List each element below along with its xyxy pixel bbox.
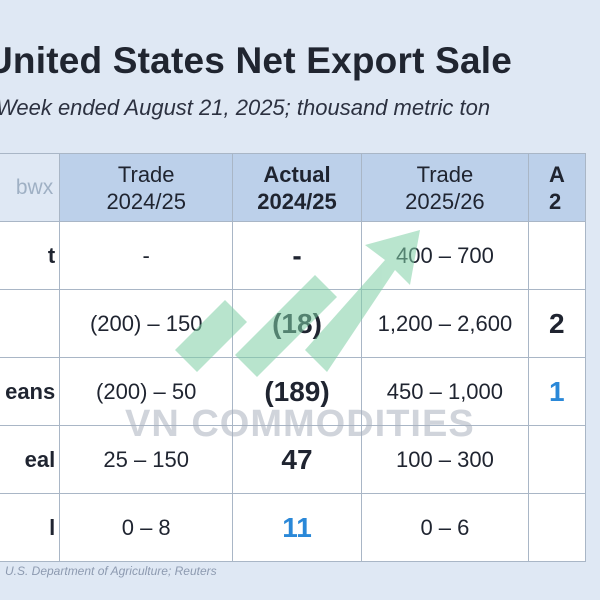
table-cell-actual: 2 bbox=[528, 289, 586, 358]
table-cell: 1,200 – 2,600 bbox=[360, 289, 530, 358]
table-cell: 100 – 300 bbox=[360, 425, 530, 494]
table-cell: (200) – 50 bbox=[59, 357, 234, 426]
table-cell: 25 – 150 bbox=[59, 425, 234, 494]
table-cell-actual: (18) bbox=[232, 289, 362, 358]
table-row-soybeans: eans (200) – 50 (189) 450 – 1,000 1 bbox=[0, 357, 586, 426]
export-sales-table: bwx Trade 2024/25 Actual 2024/25 Trade 2… bbox=[0, 153, 586, 562]
table-cell: 450 – 1,000 bbox=[360, 357, 530, 426]
source-note: U.S. Department of Agriculture; Reuters bbox=[5, 564, 217, 578]
header-actual-2024-25: Actual 2024/25 bbox=[232, 153, 362, 222]
header-trade-2025-26: Trade 2025/26 bbox=[360, 153, 530, 222]
header-line2: 2024/25 bbox=[257, 188, 337, 214]
row-label: l bbox=[0, 493, 61, 562]
header-line2: 2024/25 bbox=[106, 188, 186, 214]
table-cell-actual: 11 bbox=[232, 493, 362, 562]
header-line1: Trade bbox=[117, 161, 175, 187]
header-trade-2024-25: Trade 2024/25 bbox=[59, 153, 234, 222]
header-row: bwx Trade 2024/25 Actual 2024/25 Trade 2… bbox=[0, 153, 586, 222]
table-row-soymeal: eal 25 – 150 47 100 – 300 bbox=[0, 425, 586, 494]
chart-subtitle: Week ended August 21, 2025; thousand met… bbox=[0, 95, 491, 120]
table-cell-actual bbox=[528, 493, 586, 562]
row-label: eal bbox=[0, 425, 61, 494]
table-cell: 400 – 700 bbox=[360, 221, 530, 290]
table-cell-actual: 47 bbox=[232, 425, 362, 494]
table-row-soyoil: l 0 – 8 11 0 – 6 bbox=[0, 493, 586, 562]
header-line2: 2 bbox=[549, 188, 562, 214]
header-line1: A bbox=[549, 161, 565, 187]
table-cell-actual bbox=[528, 425, 586, 494]
row-label: eans bbox=[0, 357, 61, 426]
table-cell-actual: - bbox=[232, 221, 362, 290]
corner-label: bwx bbox=[0, 153, 61, 222]
header-line1: Actual bbox=[263, 161, 331, 187]
table-cell-actual bbox=[528, 221, 586, 290]
table-row-wheat: t - - 400 – 700 bbox=[0, 221, 586, 290]
table-row-corn: (200) – 150 (18) 1,200 – 2,600 2 bbox=[0, 289, 586, 358]
table-cell: - bbox=[59, 221, 234, 290]
table-cell-actual: (189) bbox=[232, 357, 362, 426]
table-cell: 0 – 6 bbox=[360, 493, 530, 562]
table-cell-actual: 1 bbox=[528, 357, 586, 426]
table-cell: (200) – 150 bbox=[59, 289, 234, 358]
chart-title: United States Net Export Sale bbox=[0, 40, 512, 81]
row-label: t bbox=[0, 221, 61, 290]
header-line1: Trade bbox=[416, 161, 474, 187]
header-actual-2025-26: A 2 bbox=[528, 153, 586, 222]
table-cell: 0 – 8 bbox=[59, 493, 234, 562]
header-line2: 2025/26 bbox=[405, 188, 485, 214]
row-label bbox=[0, 289, 61, 358]
